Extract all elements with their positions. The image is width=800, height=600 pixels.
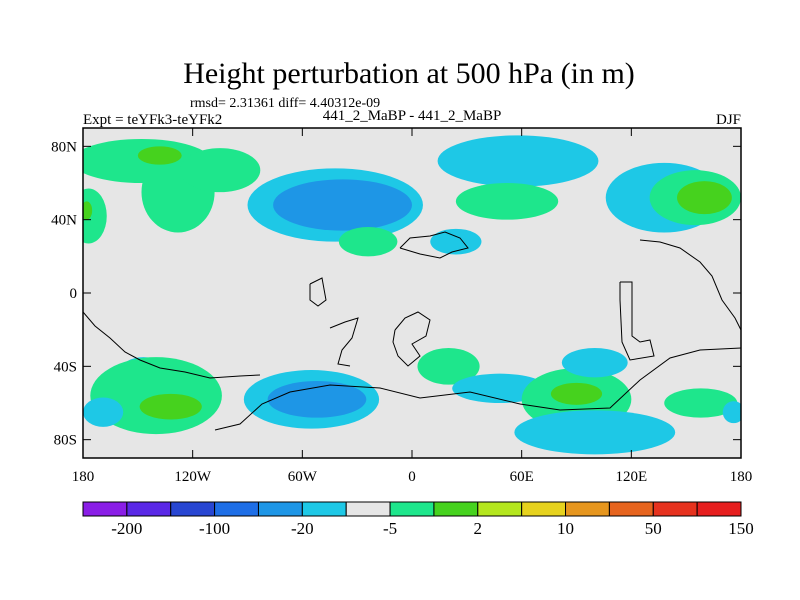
- x-axis: 180 120W 60W 0 60E 120E 180: [72, 128, 753, 485]
- y-tick-label: 80S: [54, 433, 77, 449]
- chart-title: Height perturbation at 500 hPa (in m): [183, 57, 635, 90]
- coastline-antarctica: [214, 347, 741, 431]
- coastline-east-asia: [639, 239, 741, 331]
- colorbar-label: -5: [383, 519, 397, 538]
- coastline-south-america: [83, 311, 261, 379]
- colorbar-label: 50: [645, 519, 662, 538]
- colorbar-label: 10: [557, 519, 574, 538]
- y-axis: 80N 40N 0 40S 80S: [51, 139, 741, 449]
- colorbar-swatch: [477, 501, 523, 517]
- colorbar: -200 -100 -20 -5 2 10 50 150: [82, 501, 754, 538]
- x-tick-label: 60E: [510, 469, 534, 485]
- x-tick-label: 0: [408, 469, 416, 485]
- colorbar-swatch: [82, 501, 128, 517]
- y-tick-label: 80N: [51, 139, 77, 155]
- colorbar-swatch: [389, 501, 435, 517]
- colorbar-swatch: [565, 501, 610, 517]
- y-tick-label: 40S: [54, 359, 77, 375]
- contour-region-27: [664, 388, 738, 418]
- contour-region-8: [437, 135, 599, 187]
- contour-region-9: [455, 183, 559, 220]
- contour-region-18: [83, 397, 124, 427]
- contour-region-5: [83, 201, 93, 220]
- colorbar-label: 2: [474, 519, 483, 538]
- contour-region-14: [677, 181, 732, 215]
- coastline-madagascar: [329, 317, 359, 367]
- contour-region-10: [338, 227, 398, 257]
- x-tick-label: 120W: [174, 469, 212, 485]
- stats-line: rmsd= 2.31361 diff= 4.40312e-09: [190, 96, 380, 111]
- colorbar-label: -20: [291, 519, 314, 538]
- coastline-layer: [83, 231, 741, 431]
- colorbar-swatch: [170, 501, 216, 517]
- contour-region-3: [137, 146, 182, 165]
- x-tick-label: 180: [72, 469, 95, 485]
- contour-region-25: [514, 410, 676, 455]
- colorbar-label: -200: [111, 519, 142, 538]
- colorbar-label: -100: [199, 519, 230, 538]
- contour-region-28: [722, 401, 741, 424]
- coastline-africa: [392, 311, 431, 367]
- contour-region-2: [179, 148, 261, 193]
- contour-region-20: [267, 381, 367, 418]
- colorbar-swatch: [652, 501, 698, 517]
- contour-region-7: [273, 179, 412, 231]
- contour-fill-layer: [83, 135, 741, 455]
- experiment-label: Expt = teYFk3-teYFk2: [83, 112, 222, 128]
- case-label: 441_2_MaBP - 441_2_MaBP: [323, 108, 502, 124]
- x-tick-label: 120E: [615, 469, 647, 485]
- contour-region-24: [550, 382, 603, 405]
- coastline-maritime: [619, 281, 655, 361]
- colorbar-swatch: [301, 501, 347, 517]
- colorbar-swatch: [214, 501, 259, 517]
- colorbar-swatch: [126, 501, 172, 517]
- coastline-mid-atlantic: [309, 277, 327, 307]
- colorbar-swatch: [696, 501, 742, 517]
- contour-region-17: [139, 393, 202, 420]
- colorbar-swatch: [345, 501, 391, 517]
- season-label: DJF: [716, 112, 741, 128]
- colorbar-label: 150: [728, 519, 754, 538]
- contour-region-26: [561, 348, 628, 378]
- x-tick-label: 60W: [288, 469, 318, 485]
- contour-region-21: [417, 348, 480, 385]
- colorbar-swatch: [257, 501, 303, 517]
- y-tick-label: 0: [70, 286, 78, 302]
- x-tick-label: 180: [730, 469, 753, 485]
- colorbar-swatch: [433, 501, 479, 517]
- y-tick-label: 40N: [51, 213, 77, 229]
- colorbar-swatch: [521, 501, 567, 517]
- coastline-eurasia: [399, 231, 469, 259]
- colorbar-swatch: [608, 501, 654, 517]
